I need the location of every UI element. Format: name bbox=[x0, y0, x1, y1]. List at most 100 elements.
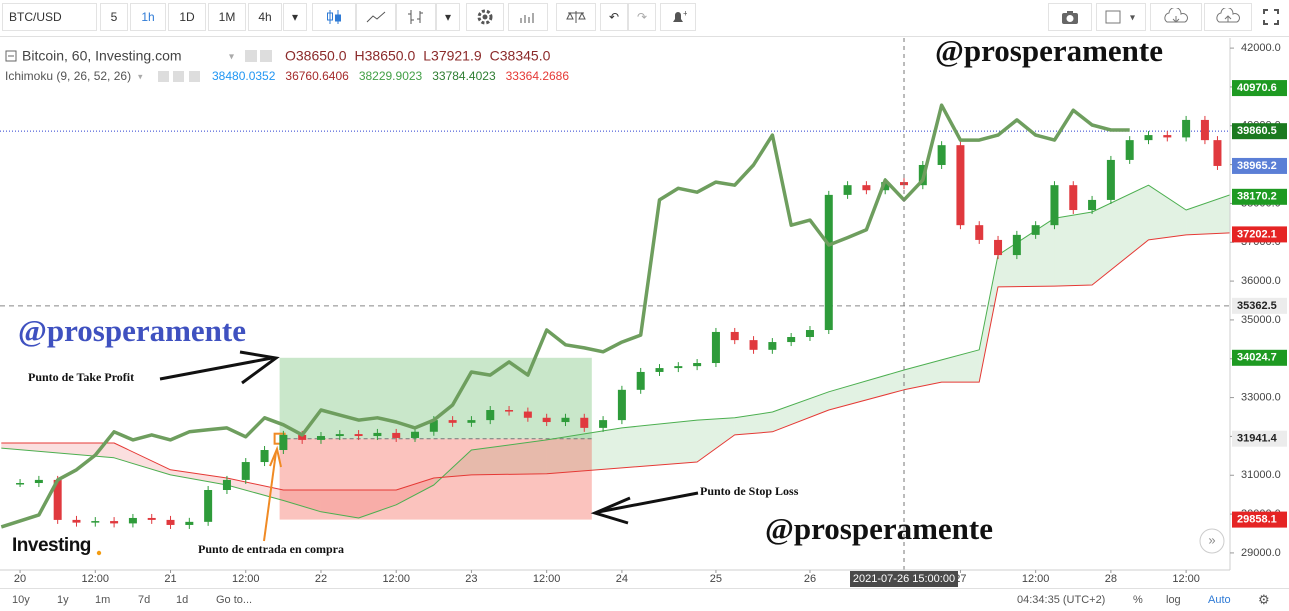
scale-option[interactable]: Auto bbox=[1208, 594, 1231, 606]
undo-button[interactable]: ↶ bbox=[600, 3, 628, 31]
legend-dropdown[interactable]: ▾ bbox=[229, 52, 234, 63]
x-tick-label: 12:00 bbox=[382, 573, 410, 585]
candles-button[interactable] bbox=[312, 3, 356, 31]
alert-button[interactable]: + bbox=[660, 3, 696, 31]
range-button[interactable]: 7d bbox=[138, 594, 151, 606]
price-tag-label: 40970.6 bbox=[1237, 82, 1277, 94]
candle-body bbox=[561, 417, 570, 423]
candle-body bbox=[16, 483, 25, 485]
take-profit-label: Punto de Take Profit bbox=[28, 370, 134, 384]
load-button[interactable] bbox=[1150, 3, 1202, 31]
collapse-icon[interactable] bbox=[5, 50, 17, 62]
ohlc-value: 38345.0 bbox=[500, 48, 551, 64]
interval-dropdown[interactable]: ▾ bbox=[283, 3, 307, 31]
candle-body bbox=[1213, 140, 1222, 166]
y-tick-label: 29000.0 bbox=[1241, 547, 1281, 559]
legend-icon[interactable] bbox=[189, 71, 200, 82]
ohlc-prefix: O bbox=[285, 48, 296, 64]
cloud bbox=[170, 469, 227, 485]
range-button[interactable]: 1d bbox=[176, 594, 189, 606]
legend-icon[interactable] bbox=[260, 50, 272, 62]
settings-button[interactable] bbox=[466, 3, 504, 31]
line-button[interactable] bbox=[356, 3, 396, 31]
line-series bbox=[1, 232, 1230, 491]
price-tag bbox=[1232, 123, 1287, 140]
candle-body bbox=[448, 420, 457, 423]
range-button[interactable]: 10y bbox=[12, 594, 30, 606]
candle-body bbox=[599, 420, 608, 428]
chart-type-dropdown[interactable]: ▾ bbox=[436, 3, 460, 31]
scroll-button[interactable] bbox=[1199, 528, 1225, 554]
indicator-value: 38480.0352 bbox=[212, 69, 276, 83]
interval-button[interactable]: 5 bbox=[100, 3, 128, 31]
price-tag bbox=[1232, 430, 1287, 447]
arrow-head bbox=[269, 445, 282, 468]
x-tick-label: 23 bbox=[465, 573, 477, 585]
redo-button[interactable]: ↷ bbox=[628, 3, 656, 31]
x-tick-label: 12:00 bbox=[1022, 573, 1050, 585]
ohlc-prefix: H bbox=[355, 48, 365, 64]
interval-button[interactable]: 1M bbox=[208, 3, 246, 31]
camera-button[interactable] bbox=[1048, 3, 1092, 31]
save-button[interactable] bbox=[1204, 3, 1252, 31]
candle-body bbox=[72, 519, 81, 523]
ohlc-legend: O 38650.0 H 38650.0 L 37921.9 C 38345.0 bbox=[285, 48, 551, 64]
toolbar: BTC/USD ▾ ▾ ↶ ↷ + ▾ 5 1h 1D 1M 4h bbox=[0, 0, 1289, 37]
price-tag bbox=[1232, 511, 1287, 528]
price-tag-label: 38965.2 bbox=[1237, 160, 1277, 172]
legend-title: Bitcoin, 60, Investing.com bbox=[22, 48, 182, 64]
symbol-box[interactable]: BTC/USD bbox=[2, 3, 97, 31]
fullscreen-button[interactable] bbox=[1256, 3, 1286, 31]
legend-dropdown[interactable]: ▾ bbox=[138, 71, 143, 81]
price-tag bbox=[1232, 157, 1287, 174]
interval-button[interactable]: 4h bbox=[248, 3, 282, 31]
settings-icon[interactable]: ⚙ bbox=[1258, 592, 1270, 607]
price-tag bbox=[1232, 80, 1287, 97]
candle-body bbox=[824, 194, 833, 331]
candle-body bbox=[805, 330, 814, 338]
candle-body bbox=[636, 371, 645, 390]
y-tick-label: 42000.0 bbox=[1241, 42, 1281, 54]
candle-body bbox=[91, 521, 100, 523]
bars-button[interactable] bbox=[396, 3, 436, 31]
x-tick-label: 26 bbox=[804, 573, 816, 585]
price-tag-label: 29858.1 bbox=[1237, 513, 1277, 525]
candle-body bbox=[787, 337, 796, 343]
candle-body bbox=[204, 490, 213, 522]
candle-body bbox=[994, 239, 1003, 256]
indicator-value: 33784.4023 bbox=[432, 69, 496, 83]
goto-button[interactable]: Go to... bbox=[216, 594, 253, 606]
range-button[interactable]: 1y bbox=[57, 594, 69, 606]
ohlc-prefix: L bbox=[423, 48, 431, 64]
candle-body bbox=[354, 434, 363, 437]
legend-icon[interactable] bbox=[158, 71, 169, 82]
legend-icon[interactable] bbox=[245, 50, 257, 62]
x-tick-label: 21 bbox=[164, 573, 176, 585]
layout-button[interactable]: ▾ bbox=[1096, 3, 1146, 31]
compare-button[interactable] bbox=[556, 3, 596, 31]
arrow bbox=[159, 356, 273, 381]
cloud bbox=[114, 443, 171, 475]
cloud bbox=[1, 443, 115, 458]
interval-button[interactable]: 1h bbox=[130, 3, 166, 31]
indicator-name: Ichimoku (9, 26, 52, 26) bbox=[5, 69, 131, 83]
candle-body bbox=[862, 185, 871, 191]
y-tick-label: 31000.0 bbox=[1241, 469, 1281, 481]
x-tick-label: 12:00 bbox=[82, 573, 110, 585]
cloud bbox=[734, 411, 773, 435]
cloud bbox=[546, 427, 622, 474]
stop-loss-label: Punto de Stop Loss bbox=[700, 484, 799, 498]
scale-option[interactable]: log bbox=[1166, 594, 1181, 606]
interval-button[interactable]: 1D bbox=[168, 3, 206, 31]
range-button[interactable]: 1m bbox=[95, 594, 111, 606]
candle-body bbox=[580, 417, 589, 428]
candle-body bbox=[185, 521, 194, 525]
y-tick-label: 33000.0 bbox=[1241, 391, 1281, 403]
x-tick-label: 12:00 bbox=[1172, 573, 1200, 585]
x-tick-label: 28 bbox=[1105, 573, 1117, 585]
legend-icon[interactable] bbox=[173, 71, 184, 82]
scale-option[interactable]: % bbox=[1133, 594, 1143, 606]
candle-body bbox=[166, 519, 175, 525]
logo: Investing bbox=[12, 535, 91, 556]
indicators-button[interactable] bbox=[508, 3, 548, 31]
